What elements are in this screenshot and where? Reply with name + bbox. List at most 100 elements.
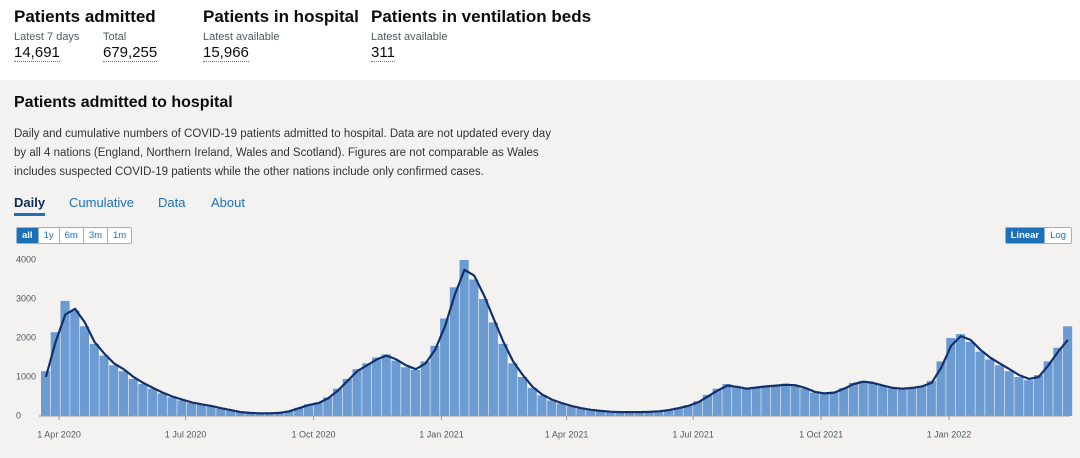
bar — [683, 405, 693, 416]
bar — [858, 380, 868, 416]
bar — [420, 361, 430, 416]
bar — [761, 385, 771, 416]
bar — [157, 393, 167, 416]
bar — [907, 387, 917, 416]
bar — [70, 310, 80, 416]
bar — [615, 412, 625, 416]
bar — [673, 407, 683, 416]
x-tick-label: 1 Jan 2021 — [419, 429, 464, 439]
toggle-button[interactable]: 3m — [84, 228, 109, 243]
bar — [274, 412, 284, 416]
bar — [917, 385, 927, 416]
headline-title: Patients in ventilation beds — [371, 7, 592, 26]
metric-label: Latest 7 days — [14, 31, 80, 43]
bar — [527, 387, 537, 416]
y-tick-label: 4000 — [16, 254, 36, 264]
bar — [342, 378, 352, 416]
card-title: Patients admitted to hospital — [14, 94, 233, 111]
bar — [128, 378, 138, 416]
bar — [878, 385, 888, 416]
bar — [333, 388, 343, 416]
bar — [1043, 361, 1053, 416]
bar — [1024, 380, 1034, 416]
bar — [284, 410, 294, 416]
toggle-button[interactable]: Linear — [1005, 228, 1046, 243]
toggle-button[interactable]: 1y — [39, 228, 60, 243]
metric-label: Latest available — [371, 31, 448, 43]
bar — [488, 322, 498, 416]
toggle-button[interactable]: Log — [1050, 230, 1066, 241]
bar — [751, 387, 761, 416]
bar — [410, 369, 421, 416]
metric-value[interactable]: 311 — [371, 44, 395, 62]
bar — [196, 404, 206, 416]
bar — [245, 413, 255, 416]
toggle-button[interactable]: 6m — [60, 228, 84, 243]
bar — [216, 408, 226, 416]
bar — [167, 397, 177, 416]
bar — [605, 411, 615, 416]
bar — [381, 354, 391, 416]
bar — [41, 371, 51, 416]
bar — [634, 412, 644, 416]
bar — [391, 360, 401, 416]
y-tick-label: 3000 — [16, 293, 36, 303]
bar — [99, 355, 109, 416]
bar — [60, 300, 70, 416]
bar — [663, 409, 674, 416]
bar — [732, 387, 742, 416]
bar — [459, 260, 469, 416]
bar — [371, 357, 382, 416]
bar — [294, 407, 304, 416]
bar — [362, 363, 372, 416]
bar — [965, 341, 975, 416]
x-tick-label: 1 Jul 2021 — [672, 429, 714, 439]
bar — [780, 383, 790, 416]
bar — [985, 359, 995, 416]
metric-label: Latest available — [203, 31, 280, 43]
tab[interactable]: Cumulative — [69, 195, 135, 210]
bar — [887, 388, 897, 416]
bar — [1004, 371, 1014, 416]
metric-value[interactable]: 14,691 — [14, 44, 60, 62]
bar — [644, 411, 654, 416]
headline-title: Patients admitted — [14, 7, 156, 26]
bar — [955, 334, 966, 416]
y-tick-label: 1000 — [16, 371, 36, 381]
bar — [946, 338, 956, 416]
tab[interactable]: Daily — [14, 195, 46, 216]
toggle-button[interactable]: all — [17, 228, 39, 243]
x-tick-label: 1 Oct 2020 — [292, 429, 336, 439]
y-tick-label: 2000 — [16, 332, 36, 342]
bar — [430, 345, 440, 416]
tab[interactable]: Data — [158, 195, 186, 210]
bar — [138, 384, 148, 416]
bar — [401, 367, 411, 416]
bar — [235, 412, 245, 416]
tab[interactable]: About — [211, 195, 245, 210]
bar — [975, 351, 985, 416]
bar — [625, 412, 635, 416]
bar — [936, 361, 946, 416]
bar — [187, 403, 197, 416]
metric-value[interactable]: 679,255 — [103, 44, 158, 62]
headline-title: Patients in hospital — [203, 7, 359, 26]
bar — [897, 389, 907, 416]
bar — [323, 397, 333, 416]
bar — [1014, 377, 1024, 416]
bar — [1053, 347, 1063, 416]
x-tick-label: 1 Jan 2022 — [927, 429, 972, 439]
bar — [225, 410, 236, 416]
bar — [303, 404, 313, 416]
x-tick-label: 1 Oct 2021 — [799, 429, 843, 439]
toggle-button[interactable]: 1m — [113, 230, 127, 241]
button-group: Linear Log — [1004, 227, 1072, 244]
bar — [800, 388, 810, 416]
metric-value[interactable]: 15,966 — [203, 44, 249, 62]
bar — [771, 385, 781, 416]
bar — [702, 394, 713, 416]
bar — [926, 380, 936, 416]
bar — [595, 411, 605, 416]
